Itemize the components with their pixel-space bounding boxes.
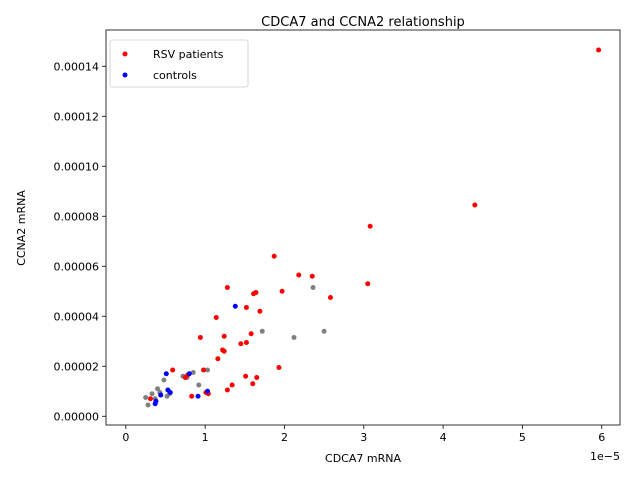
data-point <box>205 388 211 394</box>
data-point <box>248 331 254 337</box>
data-point <box>321 328 327 334</box>
data-point <box>596 47 602 53</box>
x-tick-label: 5 <box>519 431 526 444</box>
legend-marker-rsv-patients <box>122 51 128 57</box>
y-tick-label: 0.00008 <box>54 210 100 223</box>
x-tick-label: 6 <box>598 431 605 444</box>
y-axis-ticks: 0.00000 0.00002 0.00004 0.00006 0.00008 0.000… <box>54 60 106 423</box>
data-point <box>213 315 219 320</box>
data-point <box>296 272 302 278</box>
data-point <box>201 367 207 373</box>
data-point <box>257 308 263 314</box>
plot-frame <box>105 29 621 426</box>
data-point <box>220 347 226 353</box>
x-axis-offset-label: 1e−5 <box>590 450 620 463</box>
y-tick-label: 0.00014 <box>54 60 100 73</box>
data-point <box>250 381 256 387</box>
data-point <box>145 402 151 408</box>
data-point <box>143 395 149 400</box>
y-tick-label: 0.00002 <box>54 360 100 373</box>
data-point <box>221 333 227 339</box>
data-point <box>224 387 230 393</box>
series-2 <box>152 303 238 407</box>
legend-label-controls: controls <box>153 69 197 82</box>
data-point <box>161 377 167 383</box>
x-tick-label: 3 <box>360 431 367 444</box>
data-point <box>195 393 201 399</box>
y-axis-label: CCNA2 mRNA <box>15 190 28 266</box>
data-point <box>182 375 188 380</box>
data-point <box>158 392 164 398</box>
x-tick-label: 1 <box>202 431 209 444</box>
data-point <box>291 335 297 340</box>
data-point <box>279 288 285 294</box>
data-point <box>472 202 478 208</box>
x-axis-ticks: 0 1 2 3 4 5 6 <box>122 425 605 444</box>
data-point <box>259 328 265 334</box>
data-point <box>327 295 333 300</box>
data-point <box>147 396 153 402</box>
data-point <box>243 373 249 379</box>
x-tick-label: 0 <box>122 431 129 444</box>
data-point <box>243 340 249 345</box>
data-point <box>205 367 211 373</box>
data-point <box>163 371 169 377</box>
data-point <box>215 356 221 362</box>
data-point <box>367 223 373 229</box>
plot-points <box>143 47 602 408</box>
data-point <box>309 273 315 279</box>
y-tick-label: 0.00004 <box>54 310 100 323</box>
data-point <box>190 370 196 375</box>
legend-label-rsv-patients: RSV patients <box>153 48 224 61</box>
x-tick-label: 4 <box>440 431 447 444</box>
legend-box <box>109 39 249 88</box>
data-point <box>224 285 230 290</box>
data-point <box>276 365 282 370</box>
data-point <box>189 393 195 399</box>
data-point <box>271 253 277 259</box>
legend: RSV patients controls <box>109 39 249 88</box>
data-point <box>229 382 235 388</box>
legend-marker-controls <box>122 72 128 78</box>
y-tick-label: 0.00006 <box>54 260 100 273</box>
data-point <box>365 281 371 287</box>
data-point <box>153 398 159 404</box>
chart-title: CDCA7 and CCNA2 relationship <box>261 15 465 30</box>
series-1 <box>147 47 602 402</box>
x-axis-label: CDCA7 mRNA <box>325 452 401 465</box>
data-point <box>238 341 244 347</box>
data-point <box>243 305 249 310</box>
y-tick-label: 0.00000 <box>54 410 100 423</box>
data-point <box>254 375 260 380</box>
data-point <box>232 303 238 309</box>
data-point <box>251 291 257 297</box>
data-point <box>167 390 173 395</box>
data-point <box>170 367 176 373</box>
data-point <box>155 386 161 392</box>
data-point <box>149 391 155 397</box>
data-point <box>186 371 192 377</box>
data-point <box>310 285 316 290</box>
y-tick-label: 0.00010 <box>54 160 100 173</box>
data-point <box>196 382 202 388</box>
x-tick-label: 2 <box>281 431 288 444</box>
data-point <box>197 335 203 340</box>
y-tick-label: 0.00012 <box>54 110 100 123</box>
